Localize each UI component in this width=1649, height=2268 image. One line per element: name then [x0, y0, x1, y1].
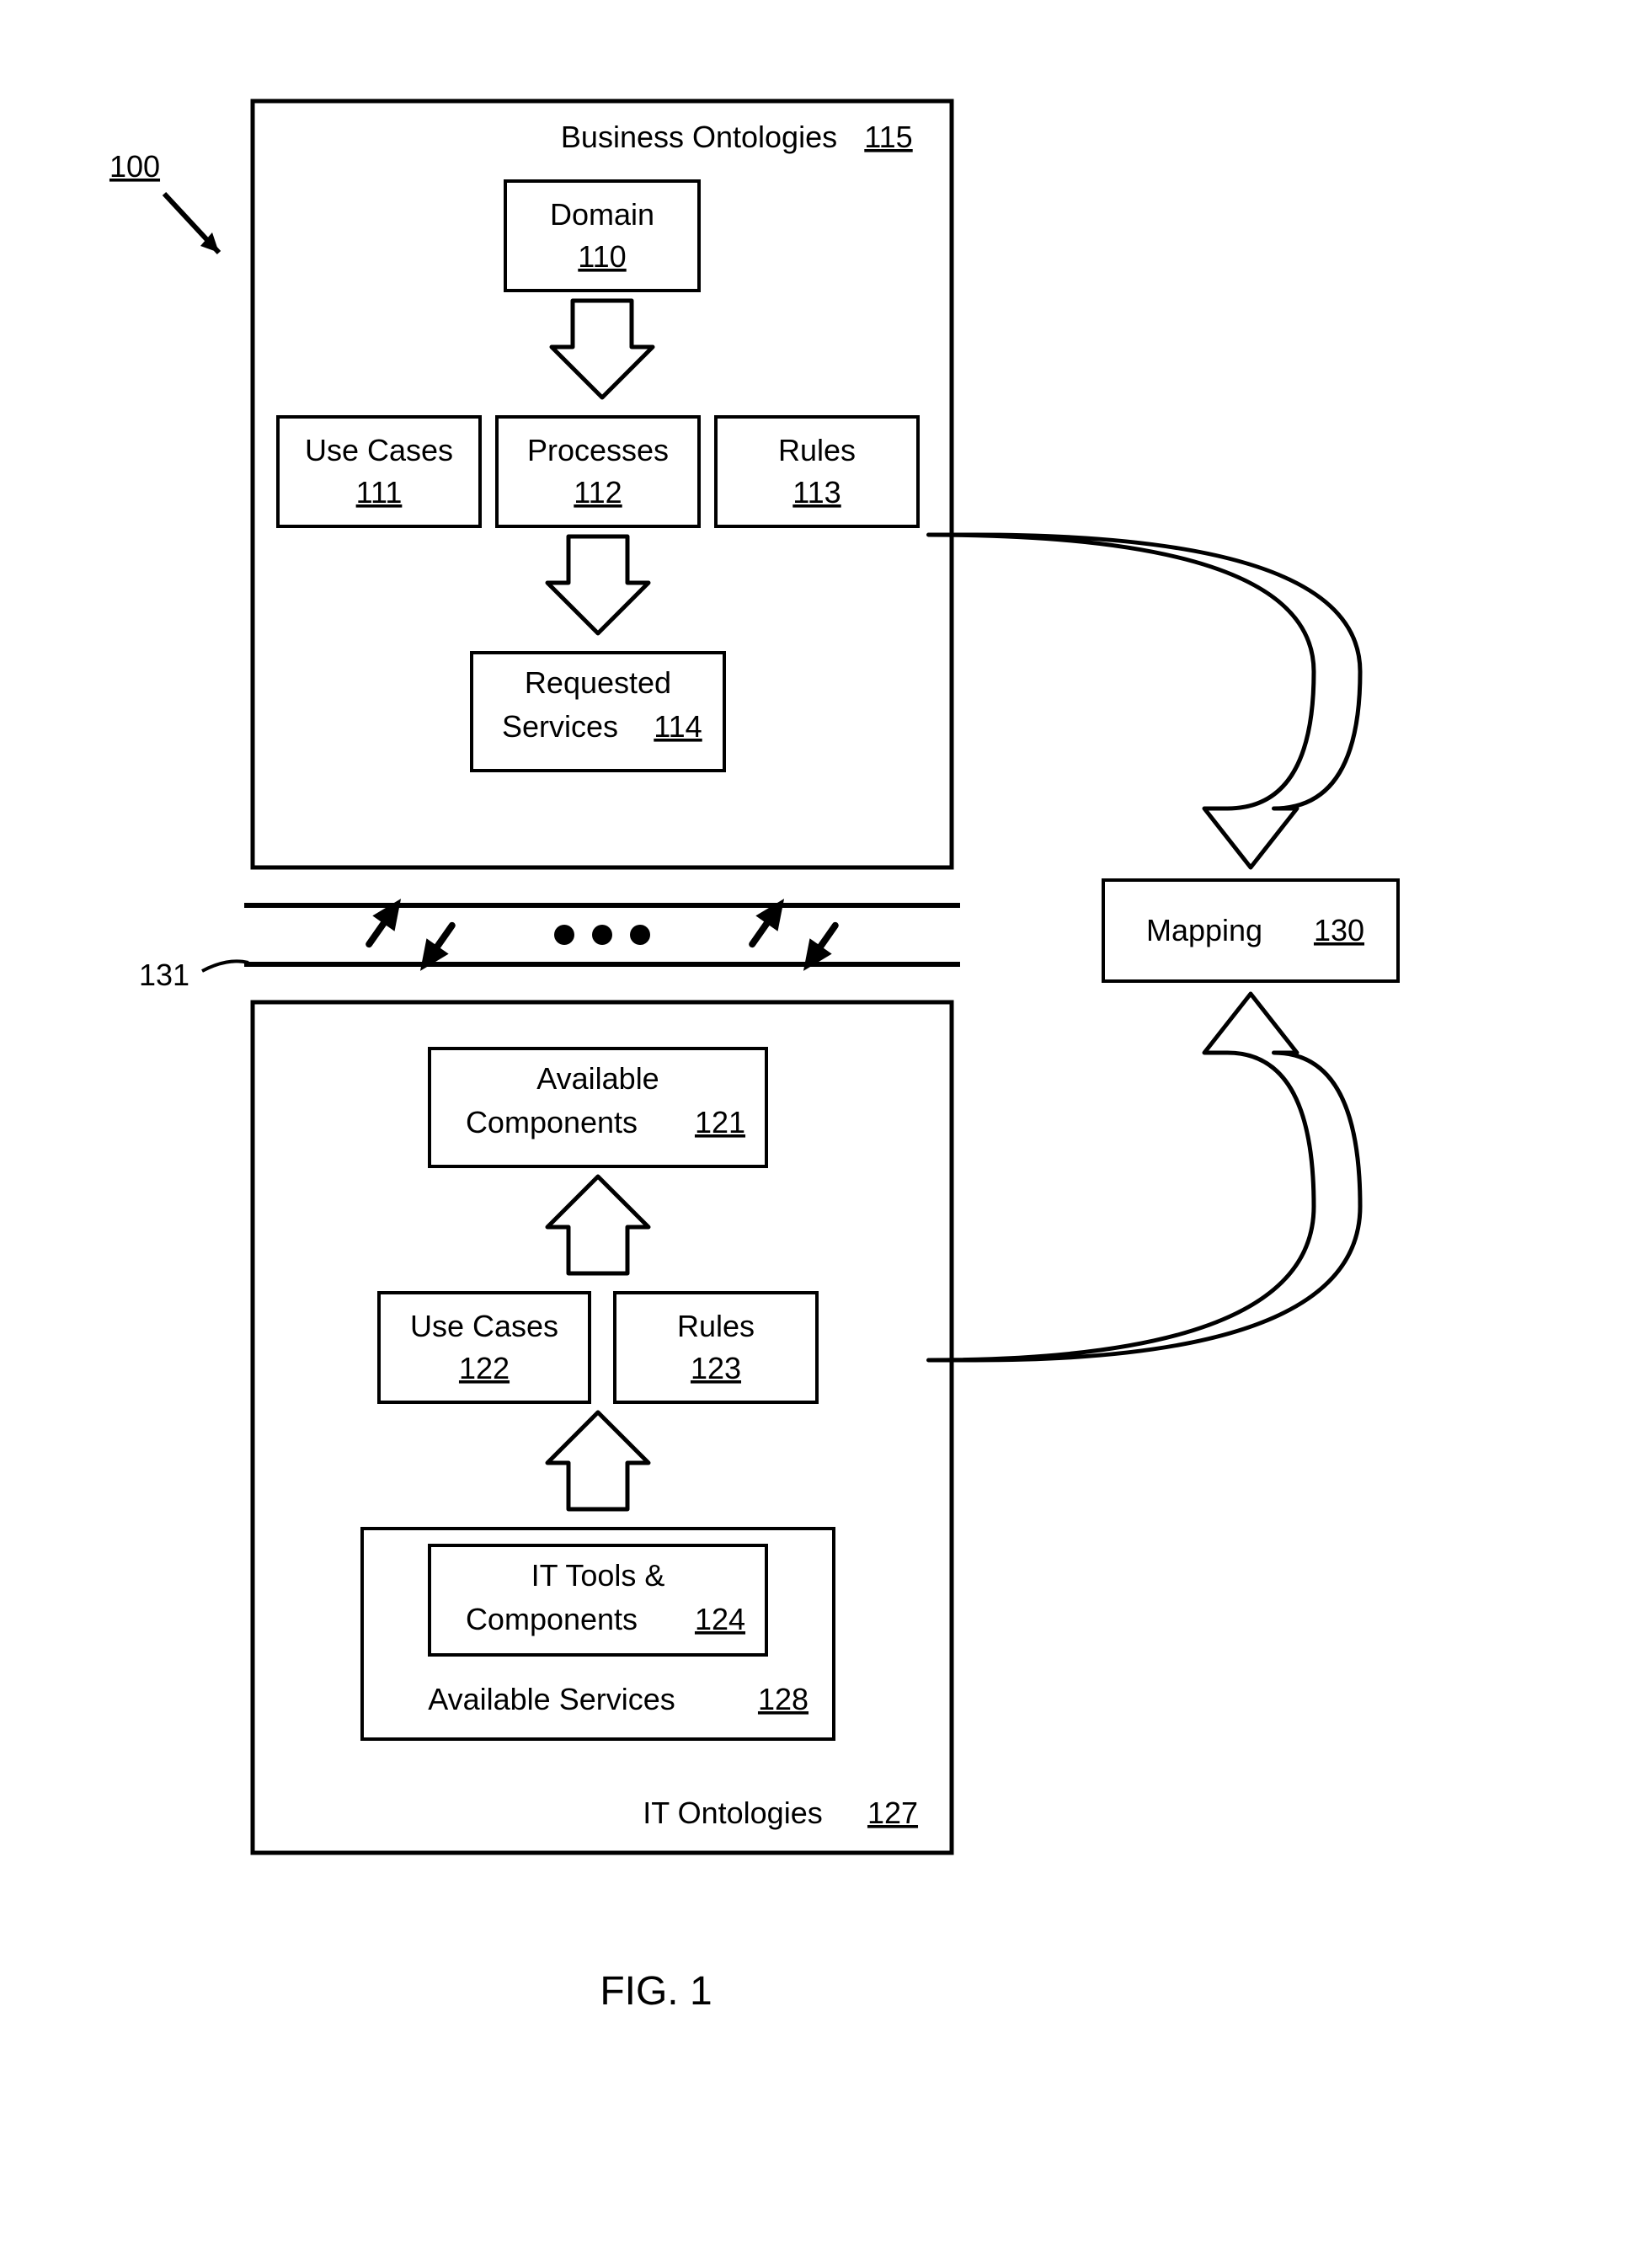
available-services-label: Available Services [428, 1682, 675, 1716]
bus-dot-0 [554, 925, 574, 945]
curve-biz-to-mapping [929, 535, 1361, 867]
requested-services-label1: Requested [525, 665, 671, 700]
available-components-label1: Available [536, 1061, 659, 1096]
domain-label: Domain [550, 197, 654, 232]
processes-ref: 112 [574, 475, 622, 510]
requested-services-label2: Services [502, 709, 618, 744]
it-rules-label: Rules [677, 1309, 755, 1343]
bus-arrow-left-up [358, 891, 412, 952]
it-tools-label1: IT Tools & [531, 1558, 665, 1593]
it-tools-label2: Components [466, 1602, 638, 1636]
bus-arrow-right-down [792, 918, 846, 979]
it-usecases-label: Use Cases [410, 1309, 558, 1343]
requested-services-ref: 114 [654, 709, 702, 744]
usecases-label: Use Cases [305, 433, 453, 467]
it-ontologies-ref: 127 [867, 1796, 918, 1830]
business-ontologies-title: Business Ontologies [561, 120, 837, 154]
bus-arrow-left-down [409, 918, 463, 979]
bus-ref: 131 [139, 958, 189, 992]
it-ontologies-title: IT Ontologies [643, 1796, 822, 1830]
diagram-ref-100: 100 [109, 149, 160, 184]
rules-ref: 113 [792, 475, 841, 510]
processes-label: Processes [527, 433, 669, 467]
bus-dot-2 [630, 925, 650, 945]
curve-it-to-mapping [929, 994, 1361, 1360]
usecases-ref: 111 [356, 475, 403, 510]
available-services-ref: 128 [758, 1682, 808, 1716]
bus-ref-leader [202, 961, 248, 971]
mapping-label: Mapping [1146, 913, 1262, 947]
bus-arrow-right-up [741, 891, 795, 952]
mapping-ref: 130 [1314, 913, 1364, 947]
bus-dot-1 [592, 925, 612, 945]
it-usecases-ref: 122 [459, 1351, 510, 1385]
domain-ref: 110 [578, 239, 626, 274]
business-ontologies-ref: 115 [864, 120, 912, 154]
it-rules-ref: 123 [691, 1351, 741, 1385]
rules-label: Rules [778, 433, 856, 467]
figure-caption: FIG. 1 [600, 1969, 712, 2014]
available-components-ref: 121 [695, 1105, 745, 1139]
it-tools-ref: 124 [695, 1602, 745, 1636]
available-components-label2: Components [466, 1105, 638, 1139]
